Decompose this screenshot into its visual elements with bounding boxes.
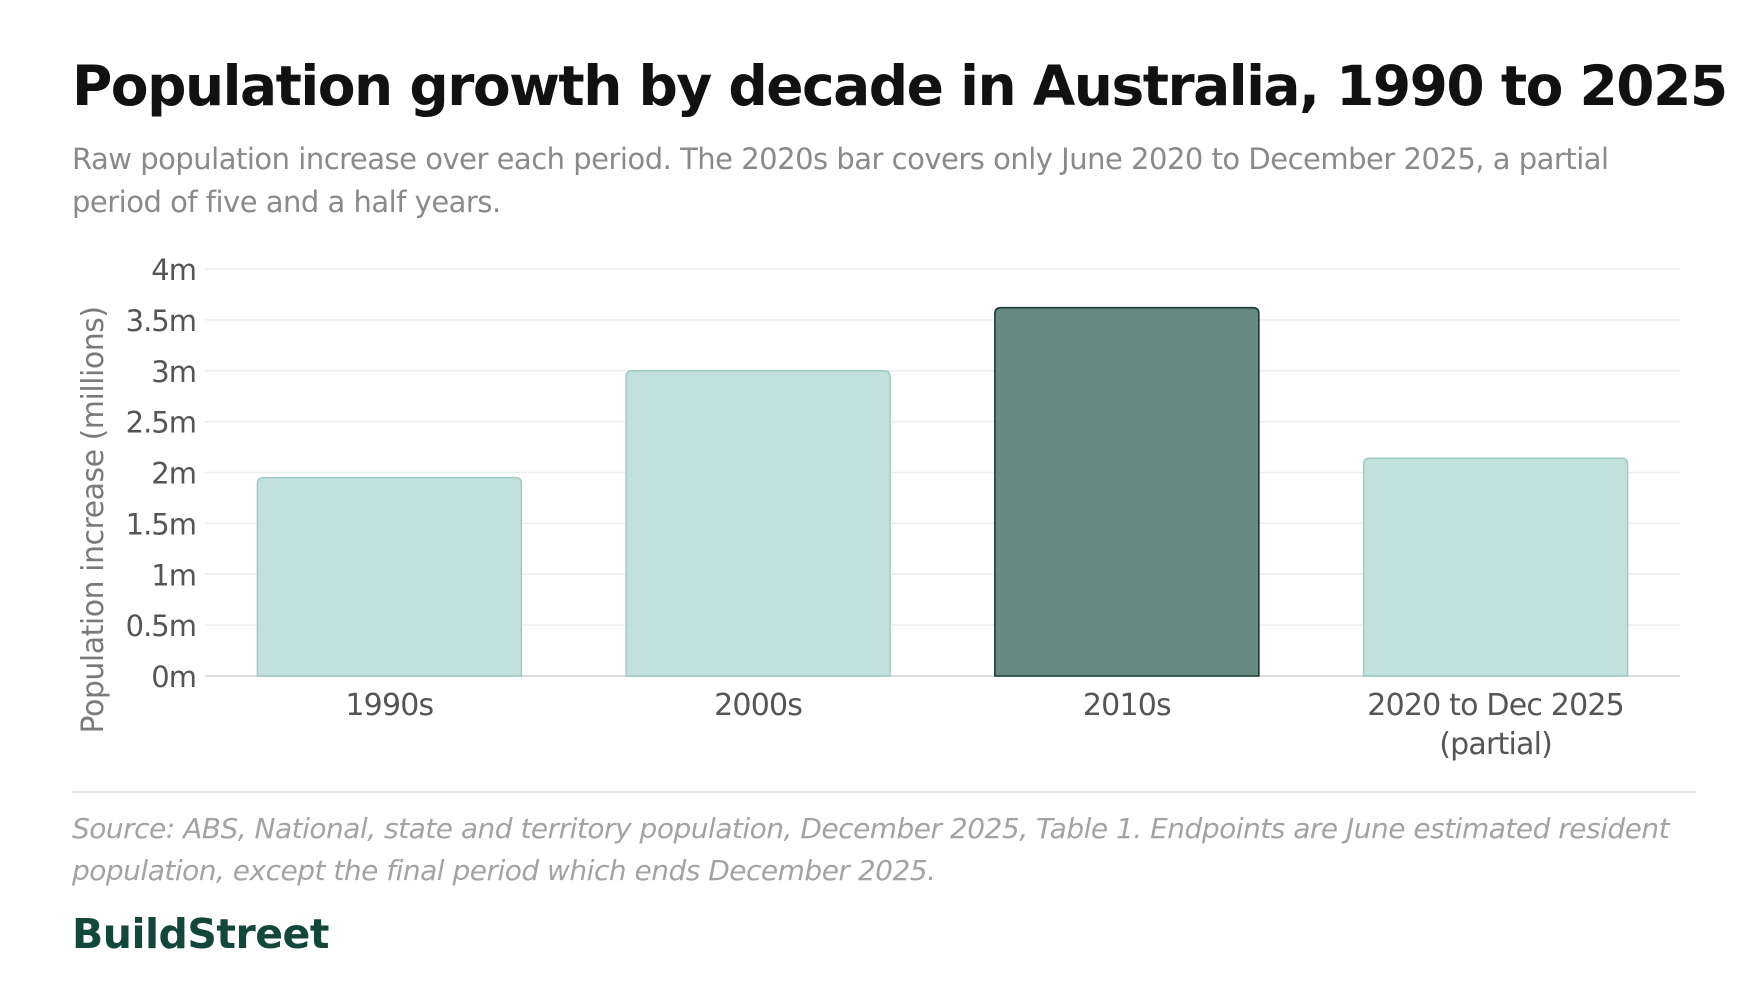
footer-divider [72, 791, 1696, 793]
x-tick-label: (partial) [1439, 727, 1552, 762]
y-tick-label: 2m [151, 457, 196, 491]
y-tick-label: 1.5m [126, 507, 196, 541]
chart-subtitle: Raw population increase over each period… [72, 142, 1609, 219]
x-tick-label: 2000s [714, 688, 802, 723]
bar [994, 306, 1260, 677]
bar [256, 476, 523, 677]
y-tick-label: 0.5m [126, 609, 196, 643]
y-tick-label: 2.5m [126, 406, 196, 440]
x-tick-label: 1990s [345, 688, 433, 723]
bar [625, 370, 891, 677]
bar [1362, 457, 1629, 677]
y-tick-label: 4m [151, 253, 196, 287]
y-tick-label: 1m [151, 558, 196, 592]
y-tick-label: 3m [151, 355, 196, 389]
bar-chart: 0m 0.5m 1m 1.5m 2m 2.5m 3m 3.5m 4m Population inc… [76, 253, 1680, 762]
chart-title: Population growth by decade in Australia… [72, 54, 1728, 118]
source-note: Source: ABS, National, state and territo… [72, 812, 1670, 887]
y-tick-label: 3.5m [126, 304, 196, 338]
x-tick-label: 2010s [1083, 688, 1171, 723]
x-tick-label: 2020 to Dec 2025 [1367, 688, 1624, 723]
y-tick-label: 0m [151, 660, 196, 694]
brand-logo: BuildStreet [72, 910, 329, 958]
y-axis-title: Population increase (millions) [76, 306, 111, 733]
